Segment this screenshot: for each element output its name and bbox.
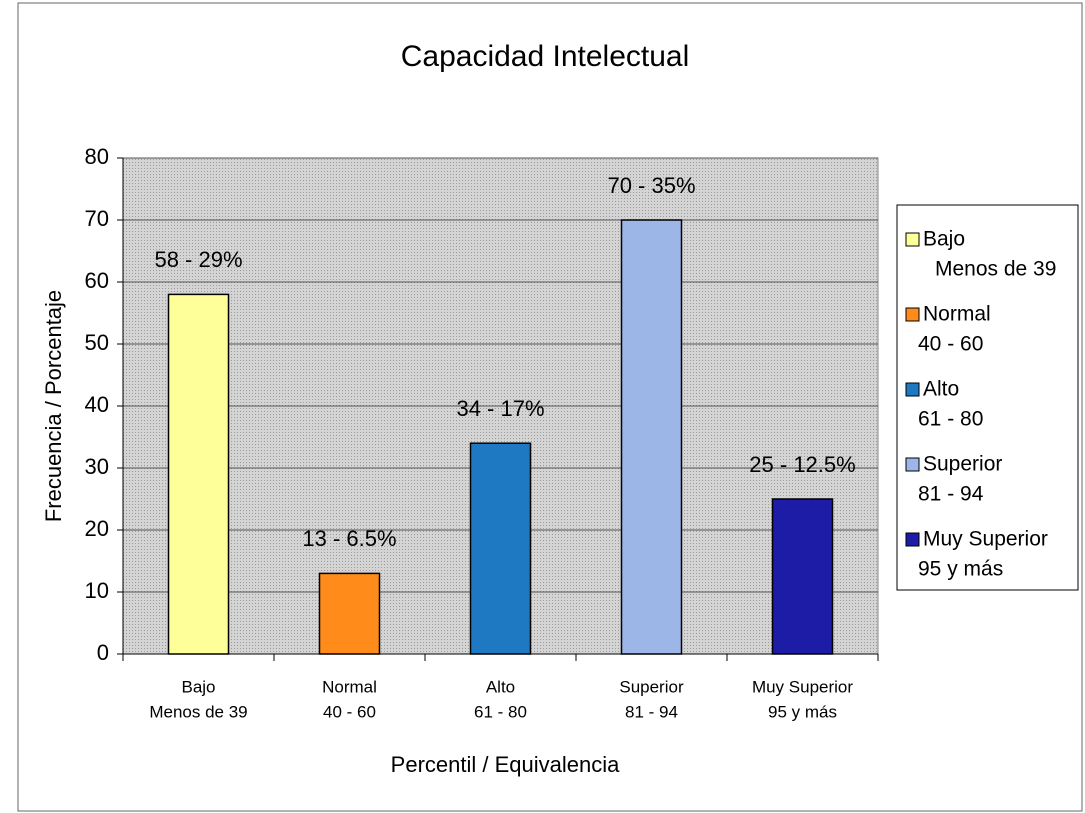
legend-label: Bajo — [923, 228, 965, 251]
y-tick-label: 30 — [85, 454, 109, 479]
y-axis-label: Frecuencia / Porcentaje — [41, 290, 66, 522]
data-label: 58 - 29% — [154, 247, 242, 272]
bar — [167, 293, 230, 655]
y-tick-label: 10 — [85, 578, 109, 603]
chart-border — [17, 2, 1083, 812]
x-tick-sublabel: Menos de 39 — [149, 702, 247, 721]
legend-label: Muy Superior — [923, 528, 1048, 551]
y-tick-label: 0 — [97, 640, 109, 665]
legend — [896, 204, 1079, 591]
x-tick-sublabel: 81 - 94 — [625, 702, 678, 721]
x-tick-sublabel: 95 y más — [768, 702, 837, 721]
x-tick-label: Normal — [322, 677, 377, 696]
x-tick-sublabel: 40 - 60 — [323, 702, 376, 721]
legend-sublabel: 40 - 60 — [918, 333, 983, 356]
x-tick-label: Alto — [486, 677, 515, 696]
x-tick-sublabel: 61 - 80 — [474, 702, 527, 721]
x-axis-label: Percentil / Equivalencia — [391, 752, 620, 777]
legend-swatch — [905, 307, 920, 322]
x-tick-label: Superior — [619, 677, 684, 696]
y-tick-label: 60 — [85, 268, 109, 293]
data-label: 13 - 6.5% — [302, 526, 396, 551]
legend-swatch — [905, 532, 920, 547]
data-label: 70 - 35% — [607, 173, 695, 198]
bar — [771, 498, 834, 655]
y-tick-label: 80 — [85, 144, 109, 169]
y-tick-label: 20 — [85, 516, 109, 541]
y-tick-label: 70 — [85, 206, 109, 231]
bar — [620, 219, 683, 655]
legend-sublabel: 95 y más — [918, 558, 1003, 581]
legend-swatch — [905, 232, 920, 247]
legend-label: Superior — [923, 453, 1002, 476]
legend-label: Normal — [923, 303, 991, 326]
legend-swatch — [905, 457, 920, 472]
y-tick-label: 40 — [85, 392, 109, 417]
legend-swatch — [905, 382, 920, 397]
chart-title: Capacidad Intelectual — [401, 40, 690, 73]
y-tick-label: 50 — [85, 330, 109, 355]
bar — [469, 442, 532, 655]
data-label: 34 - 17% — [456, 396, 544, 421]
data-label: 25 - 12.5% — [749, 452, 855, 477]
legend-sublabel: 81 - 94 — [918, 483, 984, 506]
legend-label: Alto — [923, 378, 959, 401]
legend-sublabel: 61 - 80 — [918, 408, 983, 431]
bar — [318, 572, 381, 655]
x-tick-label: Bajo — [181, 677, 215, 696]
legend-sublabel: Menos de 39 — [935, 258, 1056, 281]
x-tick-label: Muy Superior — [752, 677, 853, 696]
